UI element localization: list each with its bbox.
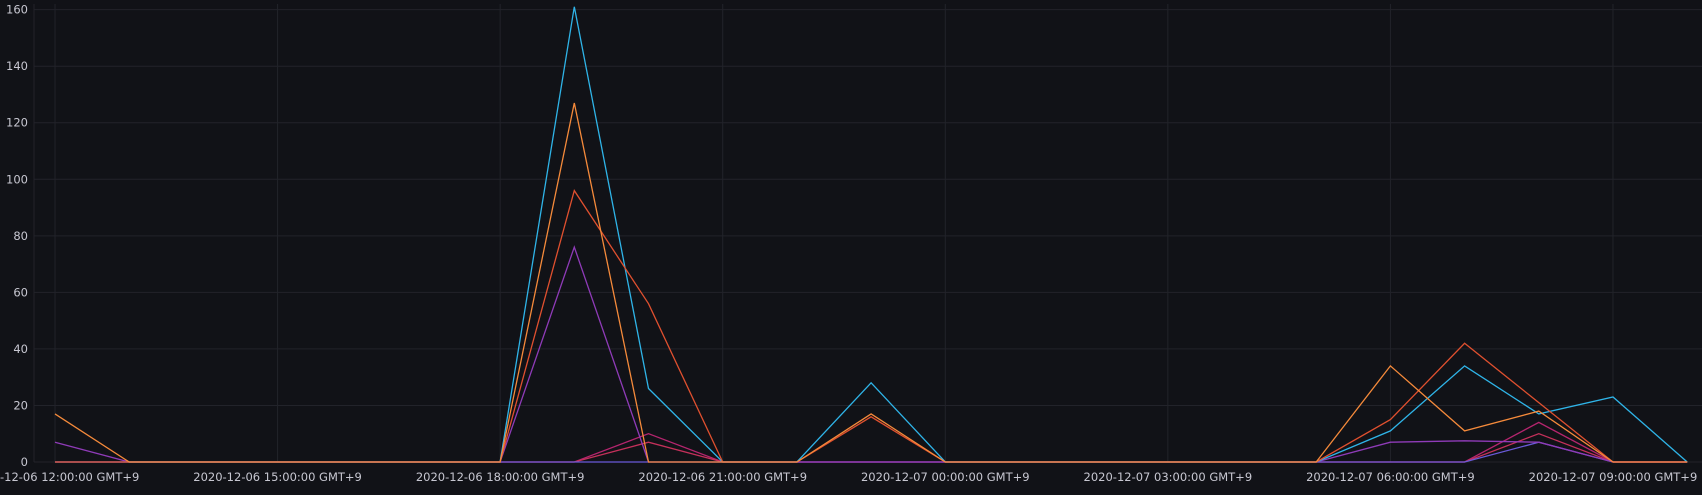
y-tick-label: 80 — [13, 229, 28, 243]
series-2 — [54, 441, 1688, 463]
series-3 — [54, 245, 1688, 463]
y-tick-label: 40 — [13, 342, 28, 356]
grid — [33, 4, 1702, 463]
x-tick-label: 2020-12-07 00:00:00 GMT+9 — [861, 470, 1030, 484]
y-tick-label: 60 — [13, 285, 28, 299]
y-tick-label: 120 — [6, 116, 28, 130]
x-tick-label: 2020-12-06 18:00:00 GMT+9 — [416, 470, 585, 484]
x-tick-label: 2020-12-07 06:00:00 GMT+9 — [1306, 470, 1475, 484]
x-tick-label: 2020-12-06 21:00:00 GMT+9 — [638, 470, 807, 484]
series-layer — [54, 6, 1688, 463]
y-axis: 0 20 40 60 80 100 120 140 160 — [6, 3, 28, 469]
y-tick-label: 160 — [6, 3, 28, 17]
y-tick-label: 20 — [13, 398, 28, 412]
series-5 — [54, 189, 1688, 463]
series-line — [55, 189, 1688, 463]
series-6 — [54, 102, 1688, 463]
series-4 — [54, 6, 1688, 463]
series-line — [55, 6, 1688, 463]
series-line — [54, 245, 1688, 463]
series-0 — [54, 421, 1688, 463]
series-line — [54, 102, 1688, 463]
series-line — [55, 433, 1688, 463]
x-tick-label: 2020-12-06 15:00:00 GMT+9 — [193, 470, 362, 484]
y-tick-label: 0 — [21, 455, 28, 469]
series-line — [55, 441, 1688, 463]
x-tick-label: 2020-12-06 12:00:00 GMT+9 — [0, 470, 139, 484]
series-line — [55, 421, 1688, 463]
x-tick-label: 2020-12-07 09:00:00 GMT+9 — [1529, 470, 1698, 484]
y-tick-label: 140 — [6, 59, 28, 73]
x-axis: 2020-12-06 12:00:00 GMT+9 2020-12-06 15:0… — [0, 470, 1697, 484]
x-tick-label: 2020-12-07 03:00:00 GMT+9 — [1084, 470, 1253, 484]
series-1 — [54, 433, 1688, 463]
y-tick-label: 100 — [6, 172, 28, 186]
